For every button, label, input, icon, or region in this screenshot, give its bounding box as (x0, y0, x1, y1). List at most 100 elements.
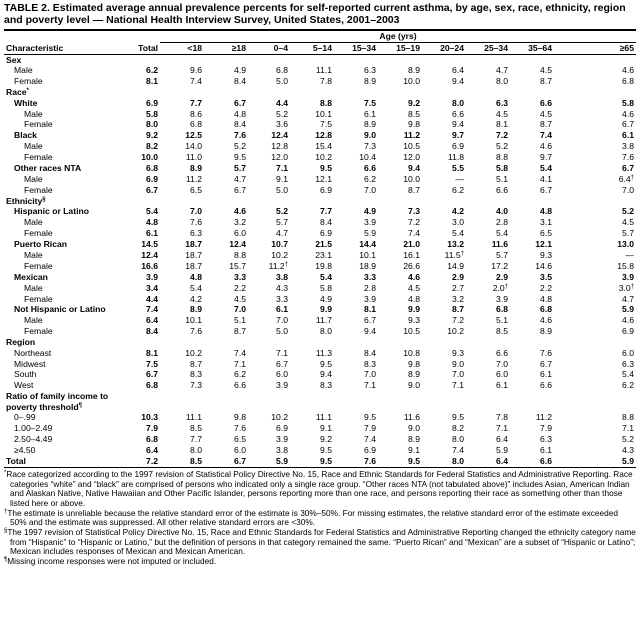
cell: 5.0 (276, 326, 288, 337)
table-row: Midwest 7.5 8.7 7.1 6.7 9.5 8.3 9.8 9.0 7.0 6.7 6.3 (4, 359, 636, 370)
cell: 8.2 (146, 141, 158, 152)
cell: 4.5 (540, 108, 552, 119)
cell: 6.4 (452, 65, 464, 76)
cell: 8.7 (234, 326, 246, 337)
cell: 7.2 (452, 315, 464, 326)
cell: 6.1 (146, 228, 158, 239)
cell (248, 337, 290, 348)
cell: 4.5 (540, 65, 552, 76)
cell: 7.0 (190, 206, 202, 217)
cell: 6.7 (234, 184, 246, 195)
data-table: Age (yrs) Characteristic Total <18 ≥18 0–4 5–1… (4, 29, 636, 468)
cell: 7.8 (496, 412, 508, 423)
cell: 5.9 (622, 455, 634, 466)
cell: 4.5 (496, 108, 508, 119)
cell: 3.9 (276, 380, 288, 391)
section-title: Sex (6, 54, 22, 65)
cell: 7.6 (234, 130, 246, 141)
cell: 8.3 (320, 380, 332, 391)
cell: 4.6 (622, 108, 634, 119)
cell (466, 337, 510, 348)
cell: 9.8 (408, 119, 420, 130)
column-header: 20–24 (422, 42, 466, 55)
cell: 11.5† (422, 250, 466, 261)
cell (554, 54, 636, 65)
cell: 6.1 (622, 130, 634, 141)
row-label: Male (24, 315, 43, 326)
section-title: Region (6, 337, 36, 348)
cell: 2.9 (496, 271, 508, 282)
column-header: 35–64 (510, 42, 554, 55)
cell (422, 87, 466, 98)
cell: 7.1 (622, 423, 634, 434)
cell (160, 54, 204, 65)
cell: 5.8 (146, 108, 158, 119)
cell: 8.5 (190, 455, 202, 466)
group-header: Age (yrs) (160, 30, 636, 43)
cell (248, 196, 290, 207)
cell: 3.8 (276, 445, 288, 455)
table-row: 0–.99 10.3 11.1 9.8 10.2 11.1 9.5 11.6 9.5 7.8 11.… (4, 412, 636, 423)
cell (334, 87, 378, 98)
cell: 11.7 (315, 315, 332, 326)
cell: 3.4 (146, 282, 158, 293)
footnote: §The 1997 revision of Statistical Policy… (4, 527, 636, 557)
cell: 7.4 (364, 434, 376, 445)
cell: 4.7 (622, 293, 634, 304)
cell: 9.4 (320, 369, 332, 380)
cell (204, 391, 248, 412)
footnote-mark: * (4, 469, 7, 476)
cell: 9.3 (408, 315, 420, 326)
cell: 5.9 (276, 455, 288, 466)
cell: 4.7 (496, 65, 508, 76)
row-label: Other races NTA (14, 163, 82, 174)
table-row: Male 6.4 10.1 5.1 7.0 11.7 6.7 9.3 7.2 5.1 4.6 4.6 (4, 315, 636, 326)
cell: 5.7 (496, 249, 508, 260)
cell: 8.5 (190, 423, 202, 434)
cell: 8.9 (408, 369, 420, 380)
cell: 2.2 (540, 282, 552, 293)
cell: 8.2 (452, 423, 464, 434)
cell: 8.9 (190, 163, 202, 174)
cell: 5.8 (622, 97, 634, 108)
cell: 9.6 (190, 65, 202, 76)
cell (248, 87, 290, 98)
cell: 6.7 (622, 163, 634, 174)
cell (510, 196, 554, 207)
cell: 4.8 (540, 293, 552, 304)
cell (422, 337, 466, 348)
cell: 6.9 (146, 173, 158, 184)
cell: 10.7 (271, 239, 288, 249)
cell: 5.2 (234, 141, 246, 152)
cell: 3.3 (234, 271, 246, 282)
cell: 6.6 (540, 380, 552, 391)
row-label: 0–.99 (14, 412, 36, 423)
cell: 8.0 (452, 97, 464, 108)
footnote-text: The 1997 revision of Statistical Policy … (7, 527, 636, 557)
cell (554, 391, 636, 412)
cell (466, 54, 510, 65)
cell: 10.1 (185, 315, 202, 326)
cell (554, 87, 636, 98)
cell: 3.9 (364, 293, 376, 304)
cell: 3.0 (452, 217, 464, 228)
cell: 4.6 (622, 315, 634, 326)
cell: 9.7 (452, 130, 464, 141)
cell: 5.4 (146, 206, 158, 217)
cell: 3.9 (146, 271, 158, 282)
cell (290, 391, 334, 412)
cell: 9.5 (364, 412, 376, 423)
cell: 2.0† (466, 283, 510, 294)
row-label: Female (24, 184, 53, 195)
cell: 6.9 (452, 141, 464, 152)
cell: 7.5 (320, 119, 332, 130)
cell: 6.6 (540, 97, 552, 108)
cell: 12.8 (271, 141, 288, 152)
cell: 6.7 (622, 119, 634, 130)
cell: 6.9 (320, 184, 332, 195)
cell: 21.0 (403, 239, 420, 249)
cell: 18.7 (185, 239, 202, 249)
cell: 7.9 (540, 423, 552, 434)
row-label: Not Hispanic or Latino (14, 304, 106, 315)
cell: 5.4 (190, 282, 202, 293)
